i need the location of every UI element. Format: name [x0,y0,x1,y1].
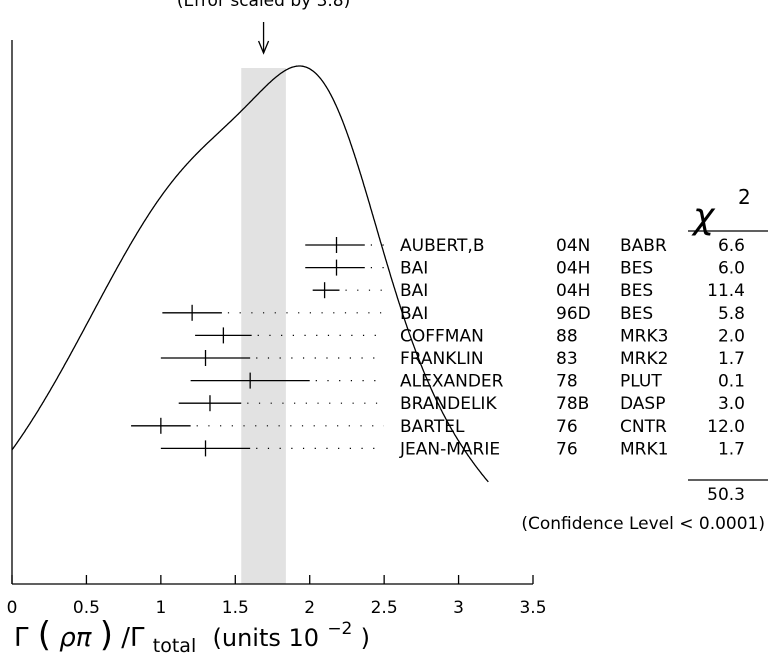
x-tick-label: 3 [453,598,464,618]
experiment-label: PLUT [620,372,662,392]
chi2-value: 2.0 [718,326,745,346]
measurement-rows: AUBERT,B 04N BABR 6.6 BAI 04H BES 6.0 BAI 04H BES 1… [131,236,745,459]
weighted-average-arrow [257,22,270,55]
year-label: 76 [556,439,578,459]
error-scale-label: (Error scaled by 3.8) [177,0,350,11]
x-tick-label: 3.5 [519,598,546,618]
chi2-value: 6.6 [718,236,745,256]
experiment-label: BABR [620,236,667,256]
measurement-row: BAI 96D BES 5.8 [162,304,745,324]
author-label: FRANKLIN [400,349,484,369]
author-label: JEAN-MARIE [399,439,500,459]
experiment-label: DASP [620,394,665,414]
year-label: 76 [556,417,578,437]
experiment-label: CNTR [620,417,667,437]
x-tick-label: 0.5 [73,598,100,618]
chi2-value: 12.0 [707,417,745,437]
x-tick-label: 1.5 [222,598,249,618]
author-label: COFFMAN [400,326,484,346]
measurement-row: BARTEL 76 CNTR 12.0 [131,417,745,437]
chi2-header: χ [691,196,716,237]
year-label: 04H [556,281,590,301]
chi2-value: 5.8 [718,304,745,324]
measurement-row: COFFMAN 88 MRK3 2.0 [195,326,745,346]
chi2-value: 0.1 [718,372,745,392]
x-axis-ticks: 0 0.5 1 1.5 2 2.5 3 3.5 [7,575,547,618]
measurement-row: FRANKLIN 83 MRK2 1.7 [160,349,745,369]
measurement-row: BRANDELIK 78B DASP 3.0 [178,394,745,414]
x-tick-label: 2.5 [371,598,398,618]
ideogram-curve [11,65,489,483]
author-label: BAI [400,304,428,324]
x-tick-label: 1 [155,598,166,618]
experiment-label: MRK1 [620,439,668,459]
chi2-value: 3.0 [718,394,745,414]
measurement-row: AUBERT,B 04N BABR 6.6 [305,236,745,256]
chi2-value: 6.0 [718,259,745,279]
year-label: 78B [556,394,589,414]
x-tick-label: 2 [304,598,315,618]
author-label: BAI [400,281,428,301]
year-label: 04N [556,236,590,256]
experiment-label: MRK3 [620,326,668,346]
weighted-average-band [241,68,286,584]
author-label: ALEXANDER [400,372,504,392]
x-tick-label: 0 [7,598,18,618]
experiment-label: BES [620,281,653,301]
year-label: 88 [556,326,578,346]
author-label: BRANDELIK [400,394,497,414]
measurement-row: BAI 04H BES 11.4 [312,281,745,301]
chi2-value: 11.4 [707,281,745,301]
year-label: 96D [556,304,591,324]
experiment-label: BES [620,259,653,279]
experiment-label: MRK2 [620,349,668,369]
confidence-level-note: (Confidence Level < 0.0001) [521,514,765,534]
author-label: BARTEL [400,417,465,437]
measurement-row: BAI 04H BES 6.0 [305,259,745,279]
measurement-row: JEAN-MARIE 76 MRK1 1.7 [160,439,745,459]
arrow-head [257,40,270,55]
x-axis-title: Γ ( ρπ ) /Γ total (units 10 −2 ) [14,611,370,656]
chi2-total: 50.3 [707,485,745,505]
chi2-header-exponent: 2 [738,185,751,209]
year-label: 78 [556,372,578,392]
year-label: 04H [556,259,590,279]
chi2-value: 1.7 [718,349,745,369]
author-label: BAI [400,259,428,279]
chi2-value: 1.7 [718,439,745,459]
year-label: 83 [556,349,578,369]
measurement-row: ALEXANDER 78 PLUT 0.1 [190,372,745,392]
experiment-label: BES [620,304,653,324]
author-label: AUBERT,B [400,236,485,256]
